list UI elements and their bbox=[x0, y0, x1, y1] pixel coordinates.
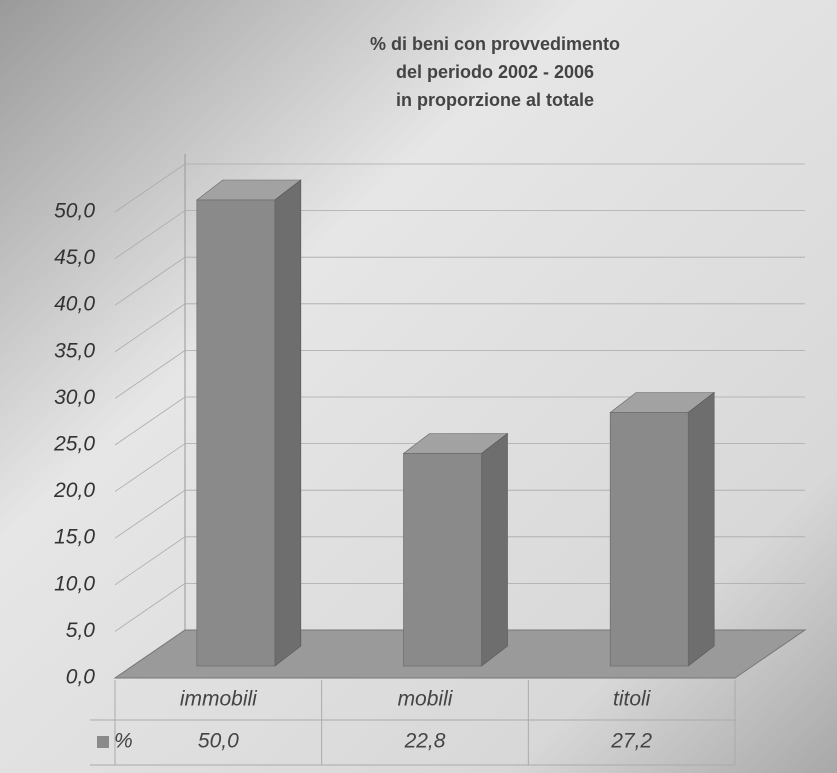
grid-line bbox=[114, 396, 805, 446]
y-tick-label: 30,0 bbox=[54, 386, 95, 409]
y-tick-label: 0,0 bbox=[66, 666, 96, 689]
y-tick-label: 35,0 bbox=[54, 339, 95, 362]
bar bbox=[403, 453, 482, 667]
chart-title: in proporzione al totale bbox=[396, 90, 594, 110]
value-label: 27,2 bbox=[610, 730, 652, 753]
bar-side bbox=[687, 391, 715, 667]
legend-swatch bbox=[97, 736, 109, 748]
bar bbox=[609, 412, 689, 667]
y-tick-label: 25,0 bbox=[53, 433, 95, 456]
bar bbox=[196, 199, 276, 667]
y-tick-label: 40,0 bbox=[54, 293, 95, 316]
grid-line bbox=[114, 210, 805, 259]
grid-line bbox=[114, 536, 805, 586]
grid-line bbox=[114, 163, 805, 213]
grid-line bbox=[114, 349, 805, 399]
x-tick-label: mobili bbox=[398, 688, 454, 711]
bar-side bbox=[481, 432, 508, 667]
value-label: 50,0 bbox=[198, 730, 239, 753]
legend-label: % bbox=[114, 730, 133, 753]
grid-line bbox=[114, 583, 805, 632]
chart-title: del periodo 2002 - 2006 bbox=[396, 62, 594, 82]
y-tick-label: 5,0 bbox=[66, 619, 96, 642]
y-tick-label: 50,0 bbox=[54, 200, 95, 223]
grid-line bbox=[114, 256, 805, 306]
x-tick-label: immobili bbox=[180, 688, 258, 711]
y-tick-label: 20,0 bbox=[53, 479, 95, 502]
grid-line bbox=[114, 443, 805, 492]
grid-line bbox=[114, 303, 805, 353]
bar-side bbox=[274, 179, 302, 667]
y-tick-label: 10,0 bbox=[54, 572, 95, 595]
y-tick-label: 15,0 bbox=[54, 526, 95, 549]
y-tick-label: 45,0 bbox=[54, 246, 95, 269]
grid-line bbox=[114, 489, 805, 539]
x-tick-label: titoli bbox=[613, 688, 652, 711]
value-label: 22,8 bbox=[404, 730, 446, 753]
chart-title: % di beni con provvedimento bbox=[370, 34, 620, 54]
